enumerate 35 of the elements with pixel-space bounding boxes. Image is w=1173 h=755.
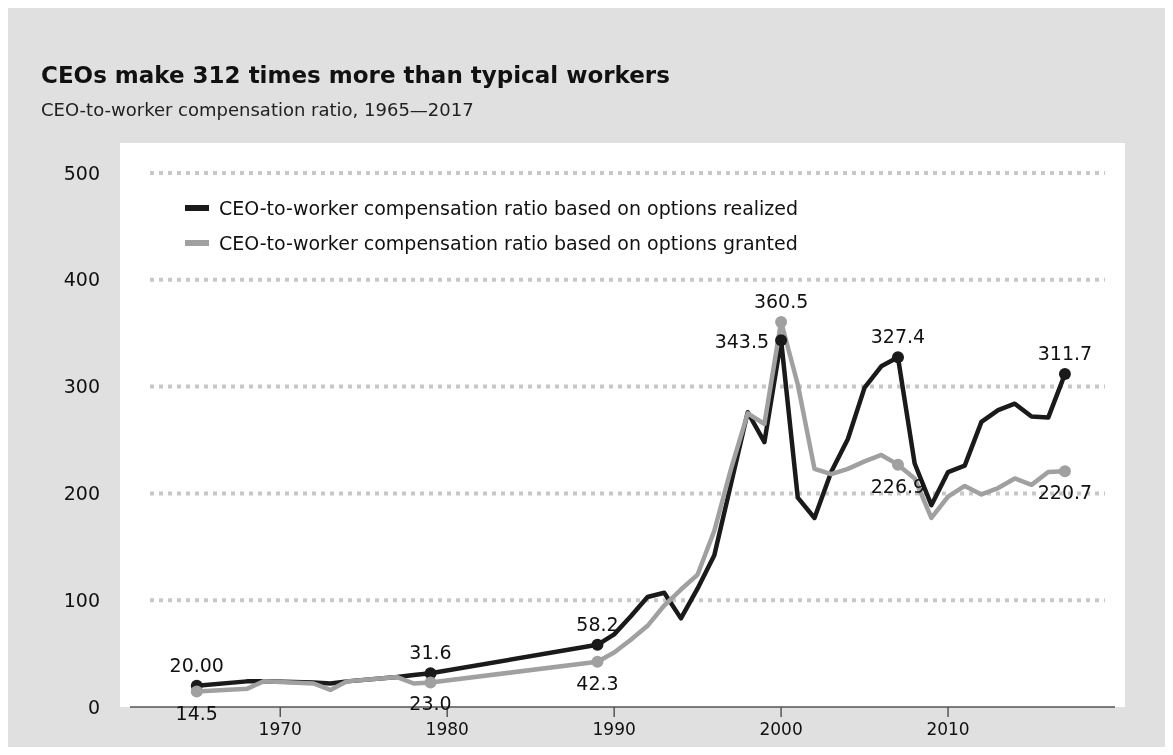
annotation: 42.3 [576, 671, 619, 694]
x-tick-label: 1990 [592, 719, 636, 739]
chart-subtitle: CEO-to-worker compensation ratio, 1965—2017 [41, 99, 474, 120]
y-tick-label: 100 [63, 588, 100, 611]
x-tick-label: 1980 [425, 719, 469, 739]
point [424, 676, 437, 689]
y-tick-label: 400 [63, 268, 100, 291]
point [1058, 465, 1071, 478]
point [591, 655, 604, 668]
point [775, 315, 788, 328]
point [775, 334, 788, 347]
x-tick-label: 1970 [258, 719, 302, 739]
x-tick-label: 2000 [759, 719, 803, 739]
annotation: 58.2 [576, 612, 619, 635]
legend-label: CEO-to-worker compensation ratio based on options granted [219, 231, 798, 254]
annotation: 20.00 [169, 653, 224, 676]
point [591, 638, 604, 651]
chart-title: CEOs make 312 times more than typical workers [41, 62, 670, 88]
annotation: 31.6 [409, 641, 452, 664]
point [891, 458, 904, 471]
annotation: 220.7 [1037, 481, 1093, 504]
x-tick-label: 2010 [926, 719, 970, 739]
point [1058, 368, 1071, 381]
legend-label: CEO-to-worker compensation ratio based on options realized [219, 196, 799, 219]
annotation: 343.5 [714, 330, 770, 353]
y-tick-label: 200 [63, 482, 100, 505]
point [891, 351, 904, 364]
y-tick-label: 300 [63, 375, 100, 398]
annotation: 327.4 [870, 325, 926, 348]
point [190, 685, 203, 698]
annotation: 360.5 [753, 289, 809, 312]
annotation: 14.5 [175, 701, 218, 724]
annotation: 311.7 [1037, 342, 1093, 365]
y-tick-label: 500 [63, 161, 100, 184]
y-tick-label: 0 [87, 695, 100, 718]
